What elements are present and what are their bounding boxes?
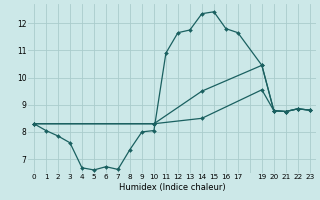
- X-axis label: Humidex (Indice chaleur): Humidex (Indice chaleur): [119, 183, 225, 192]
